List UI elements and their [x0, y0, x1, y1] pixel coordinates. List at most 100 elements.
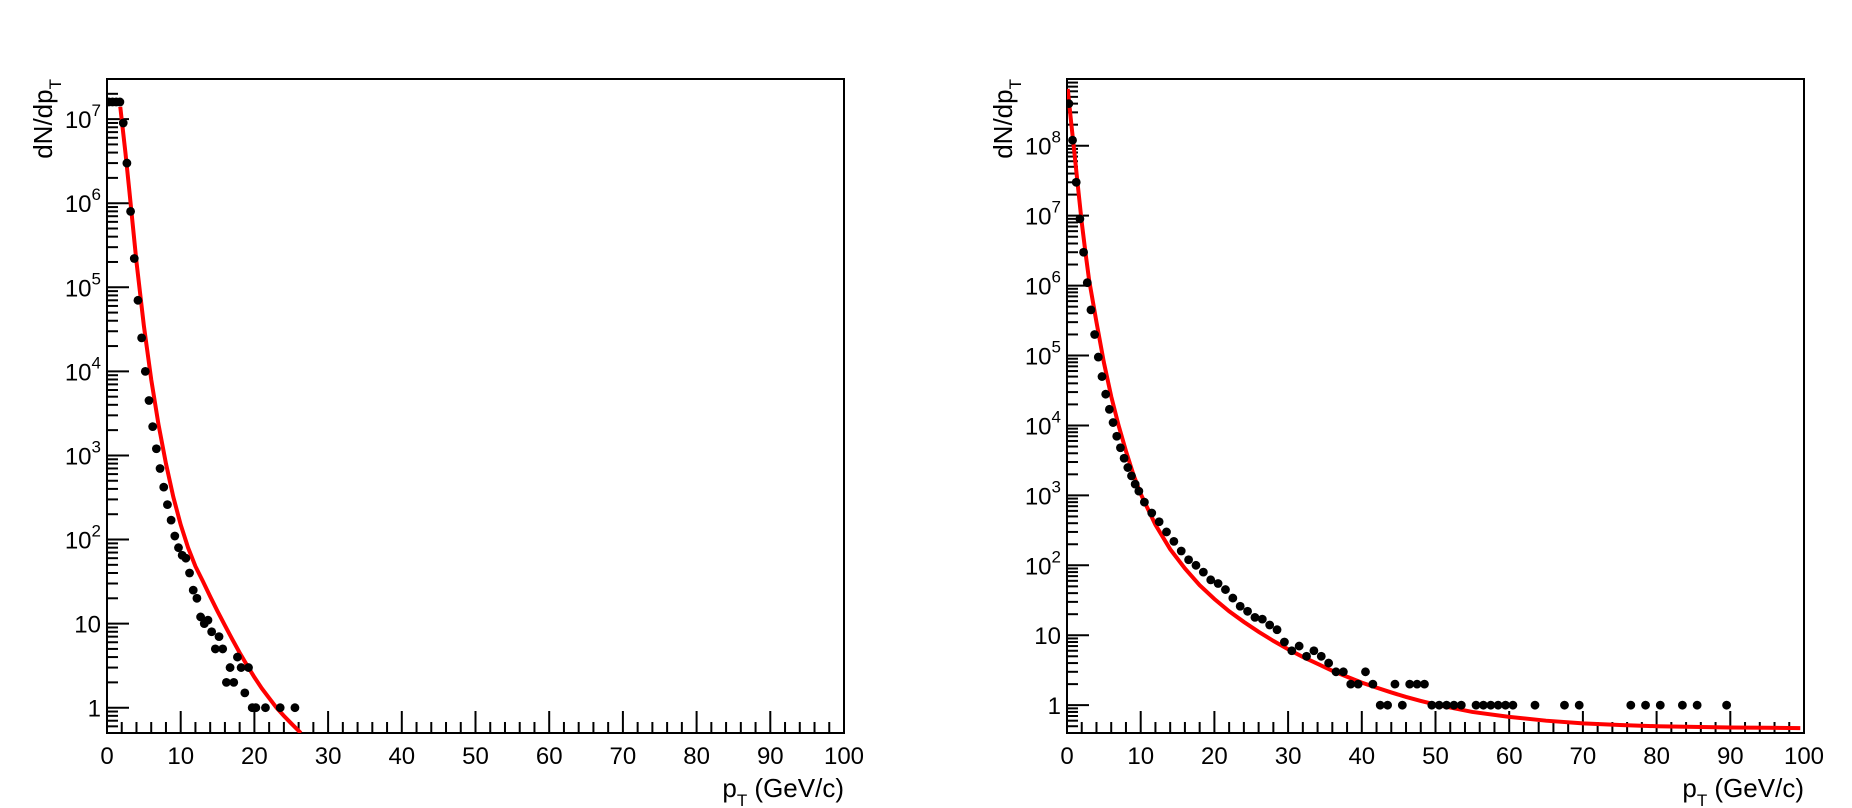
data-point [181, 553, 191, 563]
data-point [1228, 593, 1238, 603]
x-tick-label: 20 [241, 743, 268, 770]
y-tick-label: 106 [65, 185, 101, 218]
y-axis-title: dN/dpT [988, 79, 1025, 159]
data-point [1692, 700, 1702, 710]
data-point [196, 612, 205, 622]
x-tick-label: 80 [1643, 743, 1670, 770]
data-point [1530, 700, 1540, 710]
data-point [1243, 606, 1252, 616]
data-point [1324, 658, 1334, 668]
data-point [261, 703, 270, 713]
x-tick-label: 40 [388, 743, 415, 770]
data-point [1265, 620, 1275, 630]
data-point [166, 515, 176, 525]
data-point [1090, 330, 1100, 339]
x-tick-label: 0 [1060, 743, 1073, 770]
data-point [1383, 700, 1392, 710]
x-tick-label: 60 [536, 743, 563, 770]
data-point [1079, 247, 1088, 257]
data-point [1104, 404, 1114, 414]
x-tick-label: 10 [167, 743, 194, 770]
data-point [1287, 646, 1297, 656]
data-point [1493, 700, 1503, 710]
data-point [1722, 700, 1732, 710]
data-point [1626, 700, 1636, 710]
data-point [214, 632, 224, 642]
x-tick-label: 0 [100, 743, 113, 770]
data-point [236, 663, 246, 672]
data-point [1134, 486, 1144, 496]
data-point [1427, 700, 1437, 710]
data-point [1471, 700, 1481, 710]
y-tick-label: 1 [1048, 693, 1061, 720]
data-point [229, 677, 239, 687]
data-point [1574, 700, 1584, 710]
x-tick-label: 70 [1570, 743, 1597, 770]
x-tick-label: 80 [683, 743, 710, 770]
data-point [133, 295, 143, 305]
data-point [1405, 679, 1415, 689]
data-point [1442, 700, 1451, 710]
data-point [1067, 99, 1074, 109]
data-point [1338, 667, 1348, 677]
data-point [118, 118, 128, 128]
x-tick-label: 100 [1784, 743, 1824, 770]
data-point [1316, 651, 1326, 661]
y-tick-label: 106 [1025, 268, 1061, 301]
data-point [1093, 352, 1103, 362]
data-point [1250, 612, 1260, 622]
y-tick-label: 108 [1025, 128, 1061, 161]
data-point [1082, 278, 1092, 288]
y-tick-label: 1 [88, 696, 101, 723]
plot-area [107, 97, 303, 733]
data-point [290, 703, 300, 713]
y-tick-label: 10 [74, 612, 101, 639]
data-point [1198, 567, 1208, 577]
data-point [1655, 700, 1665, 710]
y-tick-label: 103 [65, 437, 101, 470]
data-point [122, 158, 132, 168]
data-point [163, 500, 172, 510]
data-point [151, 444, 161, 454]
data-point [1075, 214, 1085, 224]
x-tick-label: 20 [1201, 743, 1228, 770]
data-point [1449, 700, 1459, 710]
data-point [210, 644, 220, 654]
data-point [1257, 614, 1267, 624]
data-point [1280, 637, 1289, 647]
y-tick-label: 104 [1025, 407, 1061, 440]
data-point [159, 482, 169, 492]
data-point [1097, 372, 1107, 381]
data-point [1346, 679, 1356, 689]
data-point [251, 703, 261, 713]
data-point [1127, 471, 1136, 481]
plot-frame [1066, 78, 1805, 734]
x-tick-label: 60 [1496, 743, 1523, 770]
data-point [244, 663, 253, 672]
x-tick-label: 10 [1127, 743, 1154, 770]
data-point [1123, 463, 1133, 472]
y-tick-label: 102 [1025, 547, 1061, 580]
data-point [1071, 177, 1081, 187]
data-point [1486, 700, 1496, 710]
data-point [148, 422, 158, 432]
y-tick-label: 105 [65, 269, 101, 302]
data-point [1375, 700, 1385, 710]
data-point [185, 568, 194, 578]
data-point [1508, 700, 1518, 710]
x-tick-label: 90 [757, 743, 784, 770]
data-point [1420, 679, 1429, 689]
data-point [233, 652, 242, 662]
x-tick-label: 30 [315, 743, 342, 770]
y-tick-label: 105 [1025, 338, 1061, 371]
data-point [1294, 641, 1304, 651]
data-point [225, 663, 235, 672]
data-point [188, 585, 198, 595]
y-tick-label: 104 [65, 353, 101, 386]
y-axis-title: dN/dpT [28, 79, 65, 159]
data-point [207, 627, 217, 637]
x-tick-label: 40 [1348, 743, 1375, 770]
y-tick-label: 103 [1025, 477, 1061, 510]
x-tick-label: 70 [610, 743, 637, 770]
